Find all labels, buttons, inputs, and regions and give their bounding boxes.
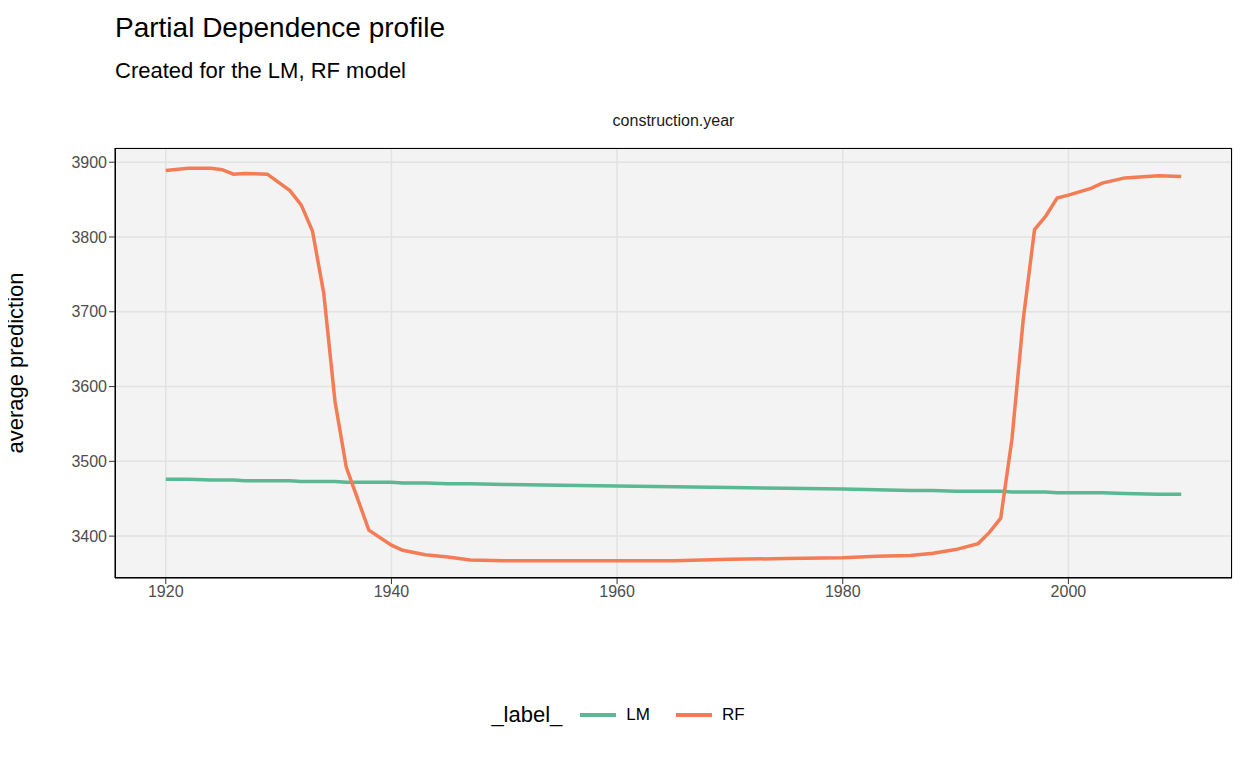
svg-text:1920: 1920 (148, 583, 184, 600)
svg-text:3900: 3900 (71, 154, 107, 171)
html-text:LM: LM (626, 705, 650, 724)
svg-text:3500: 3500 (71, 453, 107, 470)
svg-text:3600: 3600 (71, 378, 107, 395)
svg-text:3800: 3800 (71, 229, 107, 246)
html-text:RF: RF (722, 705, 745, 724)
html-text:Partial Dependence profile: Partial Dependence profile (115, 12, 445, 43)
svg-text:average prediction: average prediction (8, 272, 28, 453)
svg-text:1980: 1980 (825, 583, 861, 600)
svg-text:1940: 1940 (374, 583, 410, 600)
svg-text:3400: 3400 (71, 528, 107, 545)
svg-text:3700: 3700 (71, 303, 107, 320)
svg-text:2000: 2000 (1051, 583, 1087, 600)
svg-text:1960: 1960 (599, 583, 635, 600)
html-text:construction.year: construction.year (612, 112, 735, 129)
html-text:_label_: _label_ (491, 702, 563, 727)
html-text:Created for the LM, RF model: Created for the LM, RF model (115, 58, 406, 83)
